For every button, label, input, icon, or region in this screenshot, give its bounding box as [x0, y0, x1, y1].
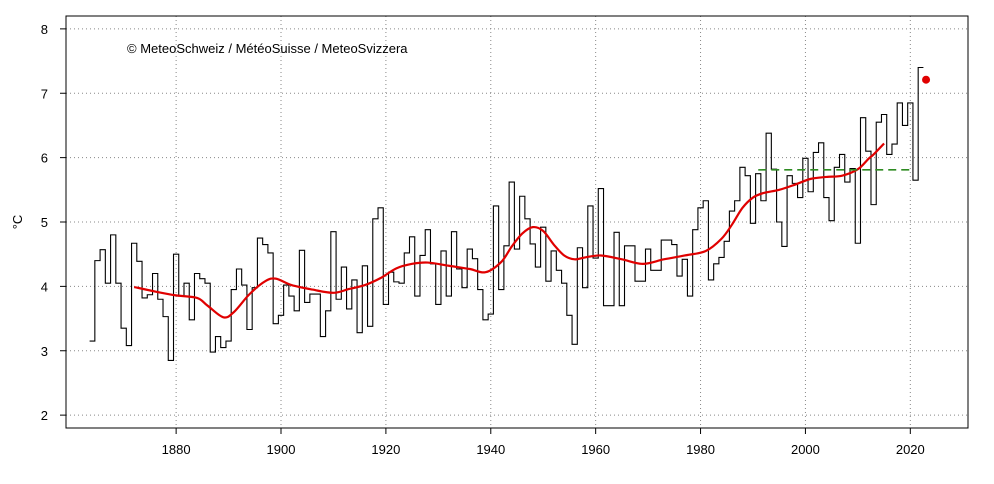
grid: [66, 16, 968, 428]
x-tick-label: 1920: [371, 442, 400, 457]
x-axis: 1880 1900 1920 1940 1960 1980 2000 2020: [162, 428, 925, 457]
x-tick-label: 1940: [476, 442, 505, 457]
x-tick-label: 1880: [162, 442, 191, 457]
y-tick-label: 7: [41, 86, 48, 101]
y-tick-label: 8: [41, 22, 48, 37]
copyright-text: © MeteoSchweiz / MétéoSuisse / MeteoSviz…: [127, 41, 408, 56]
annual-temperature-step-line: [89, 66, 924, 361]
y-axis: 2 3 4 5 6 7 8: [41, 22, 66, 423]
x-tick-label: 2000: [791, 442, 820, 457]
x-tick-label: 1900: [267, 442, 296, 457]
y-tick-label: 4: [41, 279, 48, 294]
y-tick-label: 6: [41, 151, 48, 166]
x-tick-label: 1980: [686, 442, 715, 457]
y-tick-label: 2: [41, 408, 48, 423]
x-tick-label: 2020: [896, 442, 925, 457]
series-layer: [89, 66, 931, 361]
current-year-point: [922, 75, 931, 84]
y-axis-label: °C: [10, 215, 25, 230]
y-tick-label: 3: [41, 344, 48, 359]
plot-frame: [65, 15, 969, 429]
smoothed-trend-line: [133, 142, 885, 319]
x-tick-label: 1960: [581, 442, 610, 457]
y-tick-label: 5: [41, 215, 48, 230]
